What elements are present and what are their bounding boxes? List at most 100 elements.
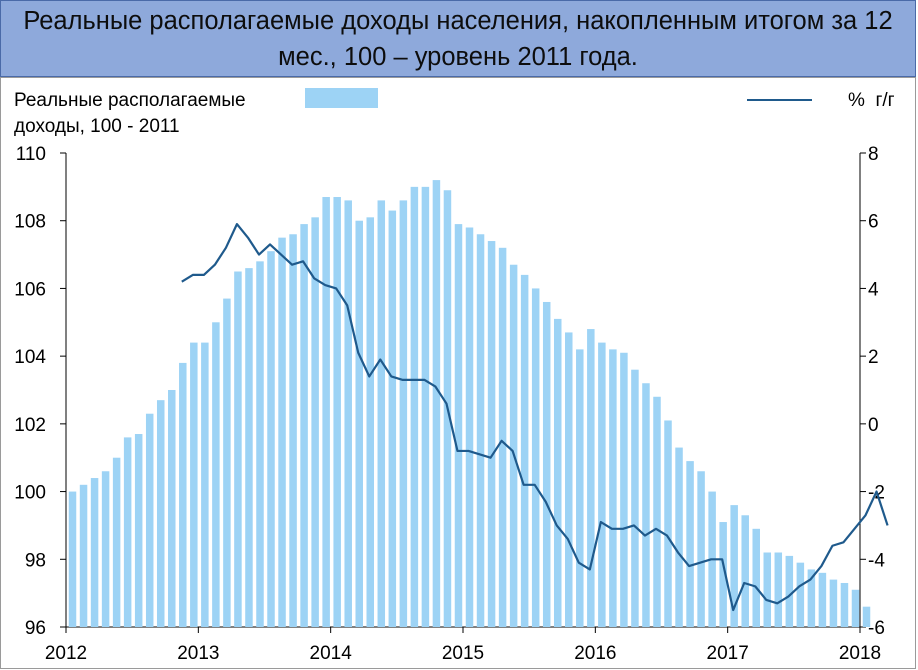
- bar: [156, 400, 165, 627]
- bar: [432, 180, 441, 627]
- x-tick-label: 2015: [442, 643, 484, 664]
- bar: [675, 447, 683, 627]
- bar-series: [68, 180, 871, 628]
- bar: [145, 413, 154, 627]
- bar: [68, 491, 77, 627]
- bar: [763, 552, 772, 627]
- bar: [807, 569, 816, 627]
- left-tick-label: 106: [14, 279, 46, 300]
- bar: [509, 264, 518, 627]
- bar: [399, 200, 408, 627]
- bar: [79, 484, 88, 627]
- bar: [719, 522, 727, 627]
- bar: [465, 227, 474, 628]
- legend-bar-swatch: [305, 88, 378, 108]
- right-tick-label: -4: [868, 550, 885, 571]
- bar: [90, 478, 99, 627]
- bar: [322, 197, 330, 627]
- bar: [201, 342, 209, 627]
- left-tick-label: 96: [25, 618, 46, 639]
- bar: [476, 234, 485, 627]
- right-tick-label: 8: [868, 144, 879, 165]
- bar: [123, 437, 132, 627]
- bar: [256, 261, 264, 627]
- bar: [190, 342, 198, 627]
- bar: [377, 200, 386, 627]
- x-tick-label: 2017: [707, 643, 749, 664]
- bar: [300, 224, 308, 627]
- x-tick-label: 2016: [574, 643, 616, 664]
- chart-frame: [0, 77, 916, 669]
- bar: [653, 396, 661, 627]
- bar: [598, 342, 606, 627]
- left-tick-label: 102: [14, 415, 46, 436]
- bar: [355, 220, 363, 627]
- bar: [752, 528, 760, 627]
- chart-title: Реальные располагаемые доходы населения,…: [23, 6, 893, 71]
- chart-title-bar: Реальные располагаемые доходы населения,…: [0, 0, 916, 77]
- bar: [101, 471, 110, 627]
- bar: [785, 555, 794, 627]
- bar: [796, 562, 805, 627]
- bar: [333, 197, 341, 627]
- bar: [179, 362, 187, 627]
- legend: Реальные располагаемые доходы, 100 - 201…: [14, 88, 895, 137]
- bar: [531, 288, 540, 627]
- bar: [542, 301, 551, 627]
- bar: [730, 505, 738, 627]
- bar: [234, 271, 242, 627]
- bar: [212, 322, 220, 627]
- left-tick-label: 108: [14, 212, 46, 233]
- bar: [818, 572, 827, 627]
- left-tick-label: 104: [14, 347, 46, 368]
- bar: [366, 217, 375, 627]
- right-tick-label: 2: [868, 347, 879, 368]
- right-tick-label: 6: [868, 212, 879, 233]
- bar: [576, 349, 584, 627]
- bar: [168, 390, 176, 627]
- left-tick-label: 110: [16, 144, 46, 165]
- bar: [862, 606, 871, 627]
- bar: [520, 274, 529, 627]
- bar: [642, 383, 650, 627]
- bar: [553, 318, 562, 627]
- x-tick-label: 2013: [177, 643, 219, 664]
- bar: [223, 298, 231, 627]
- left-tick-label: 100: [14, 483, 46, 504]
- right-tick-label: -6: [868, 618, 885, 639]
- x-tick-label: 2018: [839, 643, 881, 664]
- bar: [134, 434, 143, 627]
- bar: [840, 582, 849, 627]
- legend-bar-label-line1: Реальные располагаемые: [14, 90, 246, 111]
- bar: [829, 579, 838, 627]
- bar: [289, 234, 297, 627]
- bar: [344, 200, 352, 627]
- right-tick-label: 0: [868, 415, 879, 436]
- bar: [311, 217, 319, 627]
- bar: [609, 349, 617, 627]
- bar: [565, 332, 573, 627]
- bar: [697, 471, 705, 627]
- bar: [454, 224, 463, 627]
- bar: [498, 247, 507, 628]
- bar: [587, 329, 595, 627]
- bar: [664, 420, 672, 627]
- bar: [631, 369, 639, 627]
- bar: [774, 552, 783, 627]
- x-tick-label: 2012: [45, 643, 87, 664]
- line-series: [181, 223, 889, 612]
- x-tick-label: 2014: [310, 643, 353, 664]
- bar: [278, 237, 286, 627]
- bar: [410, 186, 419, 628]
- bar: [620, 352, 628, 627]
- bar: [112, 457, 121, 627]
- bar: [851, 589, 860, 627]
- bar: [245, 268, 253, 627]
- left-tick-label: 98: [25, 550, 46, 571]
- legend-bar-label-line2: доходы, 100 - 2011: [14, 116, 180, 137]
- bar: [487, 241, 496, 627]
- bar: [741, 515, 749, 627]
- legend-line-label: % г/г: [848, 90, 895, 111]
